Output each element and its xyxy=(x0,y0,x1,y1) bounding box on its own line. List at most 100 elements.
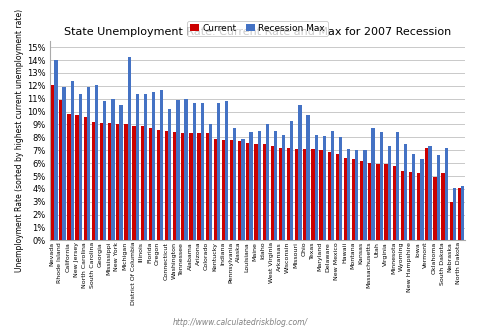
Bar xyxy=(368,163,372,240)
Bar xyxy=(141,126,144,240)
Bar xyxy=(189,133,192,240)
Bar xyxy=(222,140,225,240)
Bar xyxy=(266,125,269,240)
Bar xyxy=(393,166,396,240)
Bar xyxy=(355,150,359,240)
Bar xyxy=(295,149,298,240)
Bar xyxy=(436,155,440,240)
Bar xyxy=(51,84,54,240)
Bar xyxy=(152,92,155,240)
Bar xyxy=(429,146,432,240)
Bar xyxy=(458,188,461,240)
Bar xyxy=(173,132,176,240)
Bar xyxy=(84,117,87,240)
Bar xyxy=(250,132,253,240)
Bar xyxy=(79,94,82,240)
Bar xyxy=(442,173,444,240)
Bar xyxy=(271,146,274,240)
Bar xyxy=(124,125,128,240)
Bar xyxy=(404,144,407,240)
Text: http://www.calculatedriskblog.com/: http://www.calculatedriskblog.com/ xyxy=(172,318,308,327)
Bar xyxy=(108,123,111,240)
Bar xyxy=(360,161,363,240)
Bar xyxy=(450,202,453,240)
Bar xyxy=(363,150,367,240)
Bar xyxy=(246,143,250,240)
Bar xyxy=(263,144,266,240)
Bar xyxy=(412,154,415,240)
Bar xyxy=(225,101,228,240)
Bar xyxy=(128,58,131,240)
Bar xyxy=(319,150,323,240)
Bar xyxy=(339,137,342,240)
Bar xyxy=(192,103,196,240)
Bar xyxy=(396,132,399,240)
Bar xyxy=(298,105,301,240)
Bar xyxy=(168,109,171,240)
Bar xyxy=(100,123,103,240)
Bar xyxy=(87,87,90,240)
Bar xyxy=(205,133,209,240)
Bar xyxy=(132,126,136,240)
Bar xyxy=(165,131,168,240)
Bar xyxy=(303,149,306,240)
Bar xyxy=(92,122,95,240)
Bar xyxy=(111,99,115,240)
Bar xyxy=(409,172,412,240)
Bar xyxy=(103,101,107,240)
Bar xyxy=(344,158,347,240)
Bar xyxy=(149,128,152,240)
Bar xyxy=(376,164,380,240)
Bar xyxy=(425,148,429,240)
Bar xyxy=(54,60,58,240)
Bar xyxy=(314,135,318,240)
Bar xyxy=(116,125,120,240)
Bar xyxy=(71,81,74,240)
Bar xyxy=(352,159,355,240)
Bar xyxy=(209,125,212,240)
Bar xyxy=(214,139,217,240)
Bar xyxy=(59,100,62,240)
Bar xyxy=(312,149,314,240)
Bar xyxy=(274,131,277,240)
Bar xyxy=(144,94,147,240)
Bar xyxy=(388,146,391,240)
Bar xyxy=(75,115,79,240)
Bar xyxy=(347,149,350,240)
Bar xyxy=(217,103,220,240)
Bar xyxy=(279,148,282,240)
Title: State Unemployment Rate: Current Rate and Max for 2007 Recession: State Unemployment Rate: Current Rate an… xyxy=(64,27,451,37)
Bar xyxy=(380,132,383,240)
Bar xyxy=(241,139,245,240)
Bar xyxy=(306,115,310,240)
Bar xyxy=(201,103,204,240)
Bar xyxy=(420,159,423,240)
Bar xyxy=(176,100,180,240)
Bar xyxy=(254,144,258,240)
Bar xyxy=(258,131,261,240)
Bar xyxy=(290,121,293,240)
Bar xyxy=(453,188,456,240)
Bar xyxy=(62,87,66,240)
Bar xyxy=(461,186,464,240)
Y-axis label: Unemployment Rate (sorted by highest current unemployment rate): Unemployment Rate (sorted by highest cur… xyxy=(15,9,24,272)
Bar xyxy=(181,133,184,240)
Bar xyxy=(282,135,285,240)
Bar xyxy=(444,148,448,240)
Bar xyxy=(238,141,241,240)
Bar xyxy=(336,154,339,240)
Bar xyxy=(95,84,98,240)
Bar xyxy=(230,140,233,240)
Bar xyxy=(197,133,201,240)
Bar xyxy=(327,151,331,240)
Bar xyxy=(401,171,404,240)
Bar xyxy=(331,131,334,240)
Bar xyxy=(323,136,326,240)
Bar xyxy=(384,164,388,240)
Bar xyxy=(233,128,237,240)
Bar xyxy=(120,105,122,240)
Bar xyxy=(184,99,188,240)
Bar xyxy=(433,177,436,240)
Bar xyxy=(67,114,71,240)
Bar xyxy=(136,94,139,240)
